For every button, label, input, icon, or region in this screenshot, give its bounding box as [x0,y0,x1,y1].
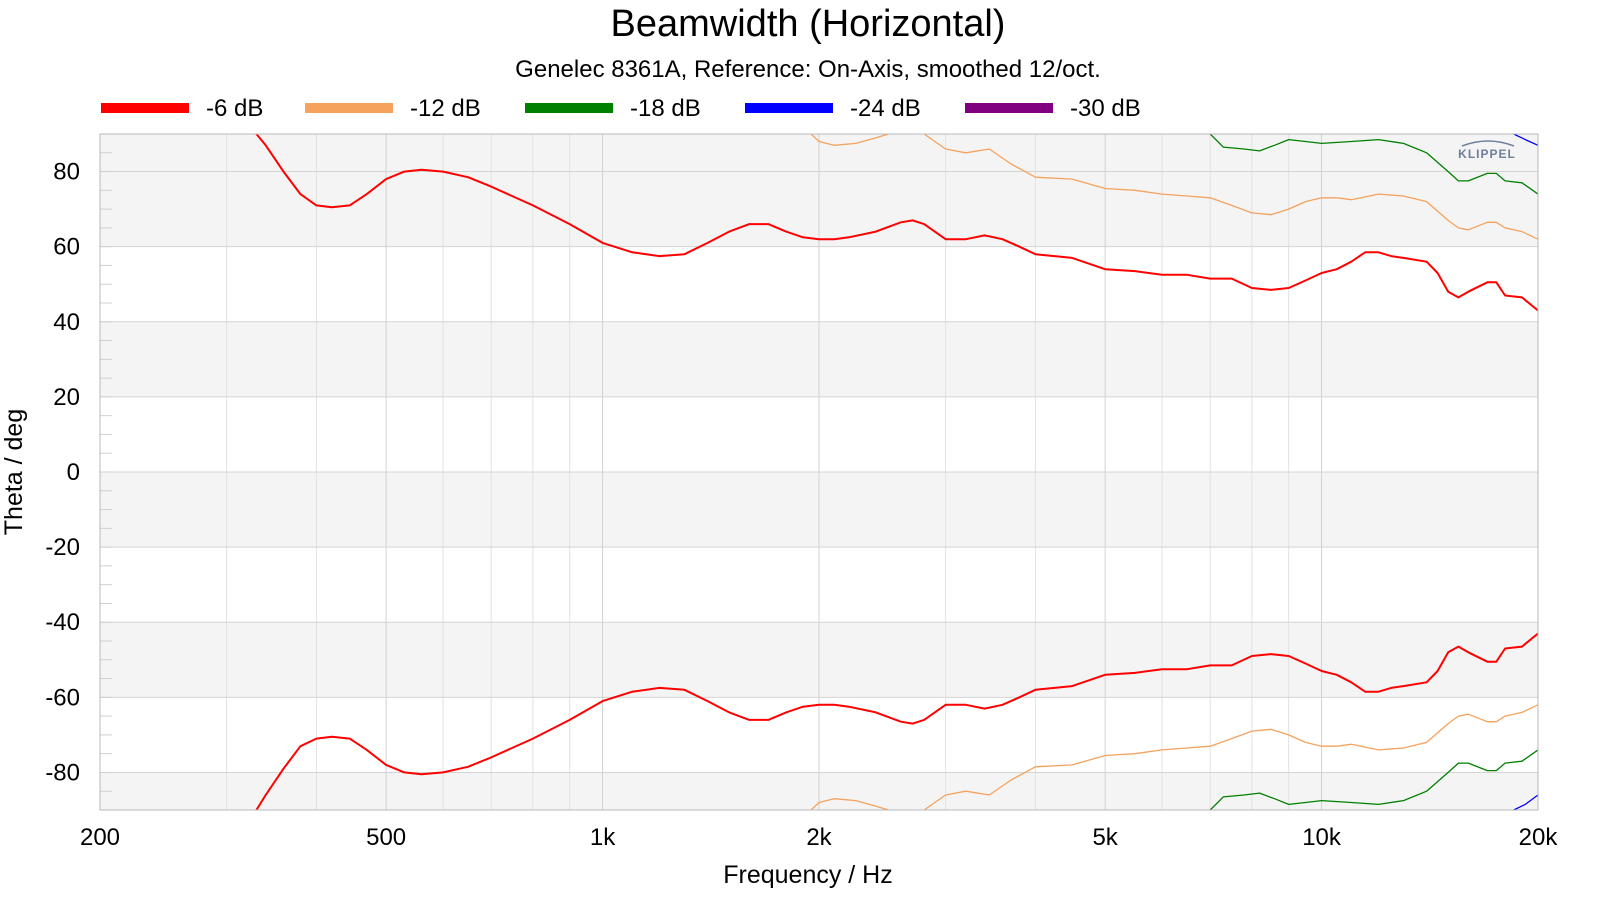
legend-swatch [965,103,1053,113]
plot-area [99,133,1539,811]
legend-swatch [305,103,393,113]
y-axis-label: Theta / deg [0,409,28,535]
x-tick-label: 2k [806,824,832,851]
x-tick-label: 10k [1302,824,1342,851]
x-tick-label: 200 [80,824,120,851]
series-line-6dB-upper [255,134,1538,312]
series-line-24dB-upper [1513,134,1538,146]
series-line-12dB-upper [810,134,889,146]
legend-label: -30 dB [1070,95,1141,122]
x-tick-label: 500 [366,824,406,851]
chart-subtitle: Genelec 8361A, Reference: On-Axis, smoot… [515,56,1101,83]
series-line-18dB-upper [1209,134,1538,195]
x-tick-label: 20k [1519,824,1559,851]
legend-label: -12 dB [410,95,481,122]
x-tick-label: 1k [590,824,616,851]
klippel-logo-swoosh [1461,140,1515,147]
legend: -6 dB -12 dB -18 dB -24 dB -30 dB [101,95,1141,122]
plot-border [99,133,1539,811]
grid-lines [100,134,1538,810]
legend-label: -18 dB [630,95,701,122]
legend-swatch [101,103,189,113]
x-tick-labels: 200 500 1k 2k 5k 10k 20k [80,824,1558,851]
y-tick-label: 80 [53,159,80,186]
series-line-12dB-lower2 [923,704,1538,810]
legend-label: -24 dB [850,95,921,122]
x-axis-label: Frequency / Hz [723,861,893,889]
series-line-12dB-upper2 [923,134,1538,240]
klippel-logo: KLIPPEL [1458,140,1516,161]
legend-swatch [745,103,833,113]
y-tick-label: -40 [45,609,80,636]
y-tick-labels: 80 60 40 20 0 -20 -40 -60 -80 [45,159,80,787]
series-line-18dB-lower [1209,749,1538,810]
series-line-24dB-lower [1513,794,1538,810]
y-tick-label: 0 [67,459,80,486]
y-tick-label: -60 [45,684,80,711]
legend-label: -6 dB [206,95,263,122]
y-tick-label: 20 [53,384,80,411]
series-layer [255,134,1538,810]
y-tick-label: 40 [53,309,80,336]
klippel-logo-text: KLIPPEL [1458,147,1516,161]
series-line-6dB-lower [255,632,1538,810]
y-tick-label: -80 [45,759,80,786]
y-tick-label: -20 [45,534,80,561]
series-line-12dB-lower [810,798,889,810]
x-tick-label: 5k [1092,824,1118,851]
chart-title: Beamwidth (Horizontal) [611,3,1006,45]
y-tick-label: 60 [53,234,80,261]
legend-swatch [525,103,613,113]
